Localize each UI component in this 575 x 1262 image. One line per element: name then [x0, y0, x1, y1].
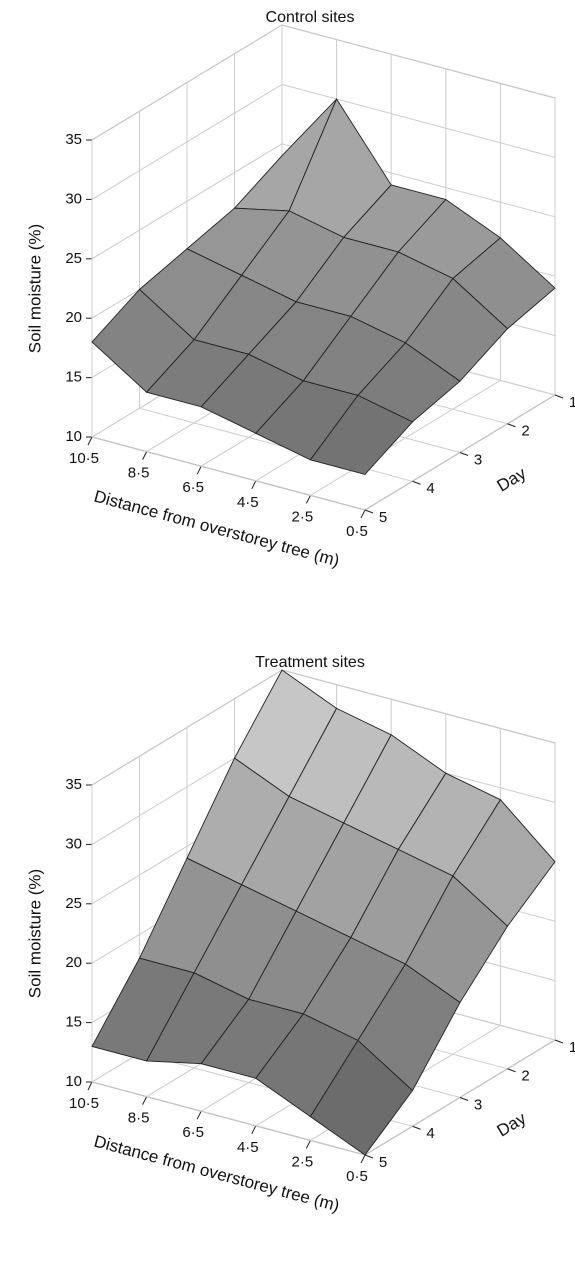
- y-tick: [412, 480, 421, 485]
- grid-line: [91, 785, 366, 1156]
- surface-cell: [309, 1039, 414, 1156]
- z-tick-label: 10: [65, 1073, 82, 1090]
- z-axis-title: Soil moisture (%): [25, 224, 44, 353]
- y-tick-label: 5: [379, 1154, 387, 1171]
- z-tick-label: 15: [65, 1014, 82, 1031]
- x-tick: [87, 1081, 93, 1091]
- x-tick: [360, 1154, 366, 1164]
- z-tick-label: 25: [65, 895, 82, 912]
- z-tick-label: 35: [65, 776, 82, 793]
- x-tick: [142, 451, 148, 460]
- z-tick-label: 25: [65, 250, 82, 267]
- z-tick-label: 35: [65, 131, 82, 148]
- x-tick-label: 2·5: [292, 1153, 314, 1170]
- x-tick-label: 0·5: [346, 523, 368, 540]
- z-axis-title: Soil moisture (%): [25, 869, 44, 998]
- y-tick: [459, 452, 469, 456]
- x-tick-label: 2·5: [292, 508, 314, 525]
- x-axis-title: Distance from overstorey tree (m): [92, 487, 342, 571]
- z-tick-label: 15: [65, 369, 82, 386]
- x-tick-label: 8·5: [128, 1110, 150, 1127]
- chart-title: Control sites: [266, 9, 355, 26]
- x-tick-label: 6·5: [182, 479, 204, 496]
- x-tick: [360, 509, 366, 519]
- x-tick: [251, 480, 257, 490]
- y-tick: [459, 1097, 469, 1101]
- y-tick: [364, 509, 374, 514]
- chart-title: Treatment sites: [255, 654, 365, 671]
- x-tick-label: 10·5: [69, 450, 99, 467]
- x-tick-label: 4·5: [237, 494, 259, 511]
- x-axis-title: Distance from overstorey tree (m): [92, 1132, 342, 1216]
- y-tick: [554, 1039, 564, 1044]
- y-tick: [554, 394, 564, 399]
- y-tick-label: 1: [569, 1039, 575, 1056]
- x-tick-label: 6·5: [182, 1124, 204, 1141]
- y-tick-label: 2: [521, 423, 529, 440]
- y-tick: [507, 1068, 516, 1073]
- x-tick: [142, 1096, 148, 1105]
- y-tick-label: 3: [474, 1096, 482, 1113]
- y-tick-label: 2: [521, 1068, 529, 1085]
- grid-line: [91, 140, 366, 511]
- y-axis-title: Day: [494, 1108, 530, 1140]
- y-tick: [364, 1154, 374, 1159]
- x-tick-label: 4·5: [237, 1139, 259, 1156]
- x-tick: [87, 436, 93, 446]
- y-axis-title: Day: [494, 463, 530, 495]
- y-tick-label: 4: [426, 480, 434, 497]
- z-tick-label: 10: [65, 428, 82, 445]
- surface-cell: [309, 394, 414, 475]
- y-tick: [507, 423, 516, 428]
- y-tick-label: 4: [426, 1125, 434, 1142]
- x-tick: [196, 465, 202, 475]
- x-tick: [305, 1140, 311, 1149]
- z-tick-label: 20: [65, 309, 82, 326]
- x-tick-label: 10·5: [69, 1095, 99, 1112]
- z-tick-label: 20: [65, 954, 82, 971]
- x-tick: [305, 495, 311, 504]
- y-tick-label: 5: [379, 509, 387, 526]
- y-tick: [412, 1125, 421, 1130]
- x-tick-label: 0·5: [346, 1168, 368, 1185]
- x-tick-label: 8·5: [128, 465, 150, 482]
- x-tick: [196, 1110, 202, 1120]
- y-tick-label: 1: [569, 394, 575, 411]
- z-tick-label: 30: [65, 835, 82, 852]
- x-tick: [251, 1125, 257, 1135]
- y-tick-label: 3: [474, 451, 482, 468]
- z-tick-label: 30: [65, 190, 82, 207]
